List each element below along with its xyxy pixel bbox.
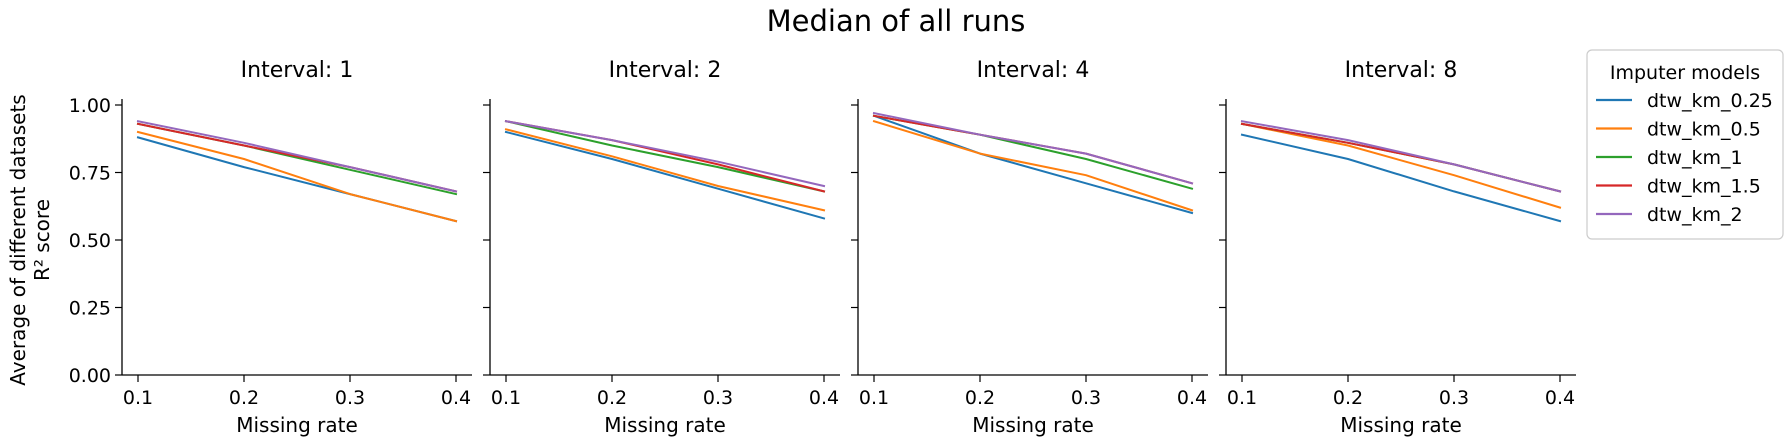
series-line-dtw_km_0.5 <box>504 128 826 212</box>
legend-frame <box>1586 49 1784 240</box>
x-tick-label: 0.4 <box>441 387 471 409</box>
series-line-dtw_km_1.5 <box>872 114 1194 185</box>
subplot-2: Interval: 2 0.1 0.2 0.3 0.4 Missing rate <box>483 58 840 437</box>
y-axis-label-line1: Average of different datasets <box>6 94 30 385</box>
series-line-dtw_km_1 <box>872 114 1194 190</box>
x-tick-label: 0.3 <box>1071 387 1101 409</box>
series-line-dtw_km_1 <box>504 120 826 193</box>
subplot-3: Interval: 4 0.1 0.2 0.3 0.4 Missing rate <box>851 58 1208 437</box>
legend-title: Imputer models <box>1610 62 1760 84</box>
y-tick-label: 0.75 <box>69 163 111 185</box>
x-axis-label: Missing rate <box>972 413 1094 437</box>
x-tick-label: 0.1 <box>1227 387 1257 409</box>
x-tick-label: 0.4 <box>1177 387 1207 409</box>
figure-title: Median of all runs <box>767 4 1026 38</box>
x-axis-label: Missing rate <box>604 413 726 437</box>
subplot-title: Interval: 1 <box>241 58 354 83</box>
y-axis-label-line2: R² score <box>30 199 54 281</box>
series-line-dtw_km_2 <box>872 111 1194 185</box>
x-tick-label: 0.4 <box>809 387 839 409</box>
y-tick-label: 0.50 <box>69 230 111 252</box>
subplot-title: Interval: 4 <box>977 58 1090 83</box>
x-tick-label: 0.3 <box>1439 387 1469 409</box>
legend-items: dtw_km_0.25 dtw_km_0.5 dtw_km_1 dtw_km_1.5d… <box>1596 90 1773 226</box>
subplot-1: Interval: 1 0.00 0.25 0.50 0.75 1.00 0.1 0.2 0.3… <box>69 58 472 437</box>
subplot-title: Interval: 2 <box>609 58 722 83</box>
legend-label: dtw_km_2 <box>1647 204 1743 226</box>
series-line-dtw_km_0.5 <box>872 119 1194 212</box>
x-tick-label: 0.2 <box>965 387 995 409</box>
x-axis-label: Missing rate <box>1340 413 1462 437</box>
series-line-dtw_km_0.5 <box>136 130 458 223</box>
subplot-title: Interval: 8 <box>1345 58 1458 83</box>
series-line-dtw_km_0.5 <box>1240 122 1562 209</box>
legend-label: dtw_km_1.5 <box>1647 176 1761 198</box>
x-tick-label: 0.1 <box>859 387 889 409</box>
x-tick-label: 0.2 <box>597 387 627 409</box>
series-line-dtw_km_0.25 <box>1240 133 1562 223</box>
x-tick-label: 0.3 <box>703 387 733 409</box>
legend-label: dtw_km_1 <box>1647 147 1743 169</box>
series-line-dtw_km_0.25 <box>504 130 826 220</box>
x-tick-label: 0.4 <box>1545 387 1575 409</box>
legend-label: dtw_km_0.5 <box>1647 119 1761 141</box>
y-tick-label: 0.25 <box>69 298 111 320</box>
subplot-4: Interval: 8 0.1 0.2 0.3 0.4 Missing rate <box>1219 58 1576 437</box>
series-line-dtw_km_0.25 <box>872 114 1194 215</box>
series-line-dtw_km_2 <box>504 120 826 188</box>
x-tick-label: 0.3 <box>335 387 365 409</box>
series-line-dtw_km_2 <box>1240 120 1562 193</box>
x-tick-label: 0.1 <box>491 387 521 409</box>
subplots: Interval: 1 0.00 0.25 0.50 0.75 1.00 0.1 0.2 0.3… <box>69 58 1576 437</box>
x-axis-label: Missing rate <box>236 413 358 437</box>
legend: Imputer models dtw_km_0.25dtw_km_0.5dtw_… <box>1586 49 1784 240</box>
x-tick-label: 0.1 <box>123 387 153 409</box>
legend-label: dtw_km_0.25 <box>1647 90 1773 112</box>
x-tick-label: 0.2 <box>229 387 259 409</box>
y-tick-label: 1.00 <box>69 95 111 117</box>
series-line-dtw_km_2 <box>136 120 458 193</box>
x-tick-label: 0.2 <box>1333 387 1363 409</box>
y-tick-label: 0.00 <box>69 365 111 387</box>
